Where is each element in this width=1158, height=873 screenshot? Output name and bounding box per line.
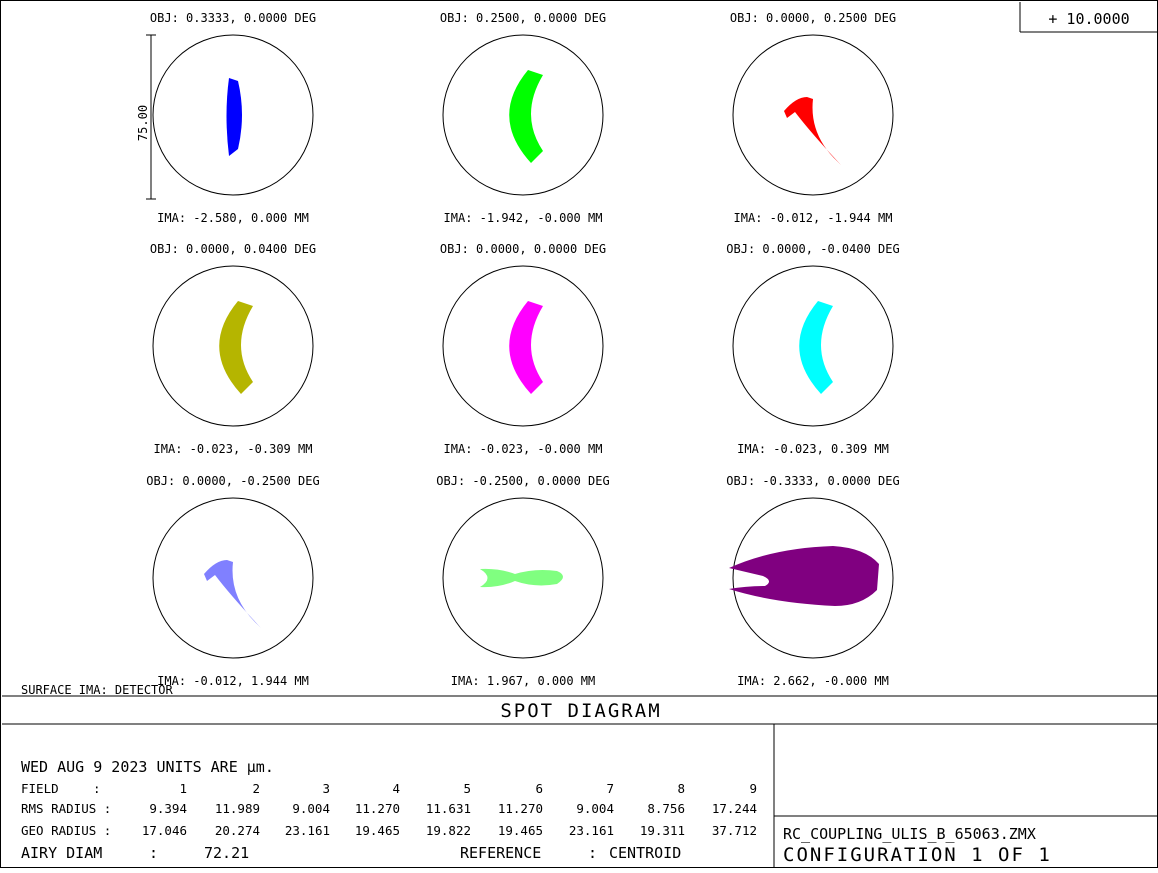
spot-panel: OBJ: 0.0000, 0.0000 DEG IMA: -0.023, -0.0… [440, 242, 606, 456]
obj-label: OBJ: 0.0000, 0.2500 DEG [730, 11, 896, 25]
ima-label: IMA: -0.012, 1.944 MM [157, 674, 309, 688]
ima-label: IMA: -2.580, 0.000 MM [157, 211, 309, 225]
file-name: RC_COUPLING_ULIS_B_65063.ZMX [783, 825, 1036, 843]
airy-disk-circle [732, 34, 894, 196]
airy-disk-circle [442, 34, 604, 196]
geo-radius-value: 19.822 [426, 823, 471, 838]
field-number: 8 [677, 781, 685, 796]
rms-radius-value: 11.270 [355, 801, 400, 816]
airy-disk-circle [152, 34, 314, 196]
field-number: 6 [535, 781, 543, 796]
ima-label: IMA: -0.012, -1.944 MM [734, 211, 893, 225]
rms-radius-value: 11.631 [426, 801, 471, 816]
ima-label: IMA: 1.967, 0.000 MM [451, 674, 596, 688]
spot-panel: OBJ: 0.0000, 0.2500 DEG IMA: -0.012, -1.9… [730, 11, 896, 225]
comet-spot [784, 97, 841, 165]
spot-panel: OBJ: 0.3333, 0.0000 DEG IMA: -2.580, 0.00… [150, 11, 316, 225]
scale-bar: 75.00 [136, 34, 156, 200]
spot-panel: OBJ: 0.2500, 0.0000 DEG IMA: -1.942, -0.0… [440, 11, 606, 225]
rms-radius-value: 9.004 [292, 801, 330, 816]
obj-label: OBJ: 0.0000, 0.0000 DEG [440, 242, 606, 256]
geo-radius-value: 37.712 [712, 823, 757, 838]
airy-disk-circle [442, 265, 604, 427]
ima-label: IMA: -0.023, -0.309 MM [154, 442, 313, 456]
airy-colon: : [149, 844, 158, 862]
field-number: 2 [252, 781, 260, 796]
field-number: 5 [463, 781, 471, 796]
airy-disk-circle [732, 497, 894, 659]
crescent-spot [509, 301, 543, 394]
scale-box: + 10.0000 [1019, 2, 1158, 33]
airy-disk-circle [152, 265, 314, 427]
comet-spot [204, 560, 261, 628]
spot-panel: OBJ: 0.0000, 0.0400 DEG IMA: -0.023, -0.3… [150, 242, 316, 456]
rms-radius-value: 9.004 [576, 801, 614, 816]
obj-label: OBJ: -0.3333, 0.0000 DEG [726, 474, 899, 488]
surface-label: SURFACE IMA: DETECTOR [21, 683, 173, 697]
rms-row-label: RMS RADIUS : [21, 801, 111, 816]
scale-bar-label: 75.00 [136, 105, 150, 141]
field-number: 3 [322, 781, 330, 796]
spot-panel: OBJ: -0.2500, 0.0000 DEG IMA: 1.967, 0.00… [436, 474, 609, 688]
obj-label: OBJ: 0.0000, -0.0400 DEG [726, 242, 899, 256]
crescent-spot [509, 70, 543, 163]
geo-radius-value: 17.046 [142, 823, 187, 838]
ima-label: IMA: -0.023, 0.309 MM [737, 442, 889, 456]
rms-radius-value: 17.244 [712, 801, 757, 816]
field-number: 9 [749, 781, 757, 796]
scale-label: + 10.0000 [1048, 10, 1129, 28]
geo-radius-value: 19.311 [640, 823, 685, 838]
airy-disk-circle [152, 497, 314, 659]
field-number: 1 [179, 781, 187, 796]
spot-panel: OBJ: -0.3333, 0.0000 DEG IMA: 2.662, -0.0… [726, 474, 899, 688]
field-row-label: FIELD [21, 781, 59, 796]
reference-colon: : [588, 844, 597, 862]
ima-label: IMA: -1.942, -0.000 MM [444, 211, 603, 225]
fan-spot [729, 546, 879, 606]
crescent-spot [799, 301, 833, 394]
diagram-title: SPOT DIAGRAM [500, 700, 661, 722]
geo-row-label: GEO RADIUS : [21, 823, 111, 838]
geo-radius-value: 20.274 [215, 823, 260, 838]
obj-label: OBJ: 0.2500, 0.0000 DEG [440, 11, 606, 25]
info-panel-frame [2, 695, 1158, 868]
rms-radius-value: 8.756 [647, 801, 685, 816]
fish-spot [480, 568, 563, 588]
rms-radius-value: 9.394 [149, 801, 187, 816]
geo-radius-value: 23.161 [285, 823, 330, 838]
obj-label: OBJ: 0.0000, -0.2500 DEG [146, 474, 319, 488]
airy-disk-circle [732, 265, 894, 427]
spot-panel: OBJ: 0.0000, -0.0400 DEG IMA: -0.023, 0.3… [726, 242, 899, 456]
geo-radius-value: 23.161 [569, 823, 614, 838]
obj-label: OBJ: 0.0000, 0.0400 DEG [150, 242, 316, 256]
radius-table: 1 2 3 4 5 6 7 8 9 9.394 11.989 9.004 11.270 11.631 11.… [142, 781, 757, 838]
lens-spot [226, 78, 242, 156]
configuration-label: CONFIGURATION 1 OF 1 [783, 844, 1052, 866]
geo-radius-value: 19.465 [498, 823, 543, 838]
field-row-colon: : [93, 781, 101, 796]
geo-radius-value: 19.465 [355, 823, 400, 838]
info-block: WED AUG 9 2023 UNITS ARE µm. FIELD : RMS… [21, 758, 757, 862]
ima-label: IMA: -0.023, -0.000 MM [444, 442, 603, 456]
spot-panel: OBJ: 0.0000, -0.2500 DEG IMA: -0.012, 1.9… [146, 474, 319, 688]
reference-value: CENTROID [609, 844, 681, 862]
date-units-line: WED AUG 9 2023 UNITS ARE µm. [21, 758, 274, 776]
ima-label: IMA: 2.662, -0.000 MM [737, 674, 889, 688]
obj-label: OBJ: 0.3333, 0.0000 DEG [150, 11, 316, 25]
field-number: 4 [392, 781, 400, 796]
rms-radius-value: 11.989 [215, 801, 260, 816]
airy-disk-circle [442, 497, 604, 659]
reference-label: REFERENCE [460, 844, 541, 862]
field-number: 7 [606, 781, 614, 796]
crescent-spot [219, 301, 253, 394]
airy-label: AIRY DIAM [21, 844, 102, 862]
spot-grid: OBJ: 0.3333, 0.0000 DEG IMA: -2.580, 0.00… [146, 11, 899, 688]
obj-label: OBJ: -0.2500, 0.0000 DEG [436, 474, 609, 488]
airy-value: 72.21 [204, 844, 249, 862]
rms-radius-value: 11.270 [498, 801, 543, 816]
